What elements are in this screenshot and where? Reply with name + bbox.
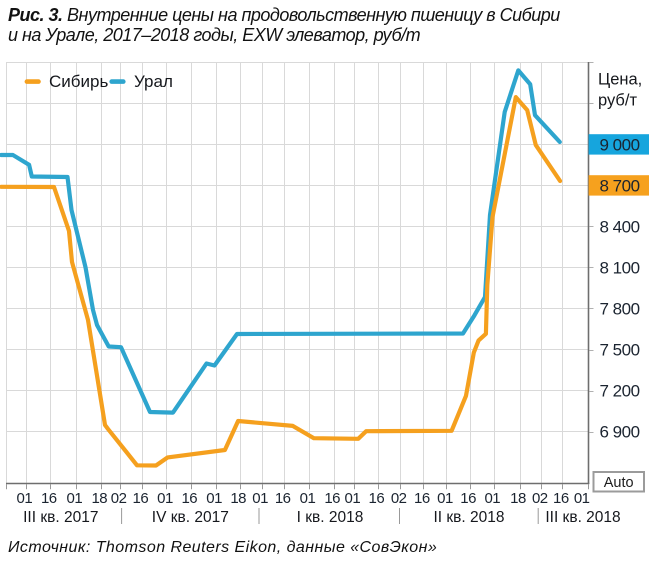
svg-text:16: 16	[133, 490, 149, 507]
svg-text:01: 01	[157, 490, 173, 507]
svg-text:02: 02	[391, 490, 407, 507]
svg-text:Auto: Auto	[604, 475, 634, 491]
svg-text:01: 01	[206, 490, 222, 507]
svg-text:18: 18	[510, 490, 526, 507]
svg-text:9 000: 9 000	[600, 136, 640, 155]
svg-text:02: 02	[532, 490, 548, 507]
svg-text:Урал: Урал	[134, 72, 173, 91]
svg-text:16: 16	[553, 490, 569, 507]
svg-text:02: 02	[111, 490, 127, 507]
svg-text:16: 16	[414, 490, 430, 507]
svg-text:16: 16	[460, 490, 476, 507]
svg-text:7 500: 7 500	[600, 341, 640, 360]
svg-text:7 800: 7 800	[600, 300, 640, 319]
svg-text:16: 16	[324, 490, 340, 507]
svg-text:01: 01	[300, 490, 316, 507]
svg-text:16: 16	[181, 490, 197, 507]
svg-text:Сибирь: Сибирь	[49, 72, 108, 91]
svg-text:16: 16	[275, 490, 291, 507]
svg-text:6 900: 6 900	[600, 423, 640, 442]
svg-text:руб/т: руб/т	[598, 92, 637, 110]
svg-text:18: 18	[91, 490, 107, 507]
svg-text:01: 01	[345, 490, 361, 507]
svg-text:8 700: 8 700	[600, 177, 640, 196]
svg-text:16: 16	[41, 490, 57, 507]
svg-text:01: 01	[574, 490, 590, 507]
svg-text:01: 01	[252, 490, 268, 507]
svg-text:18: 18	[230, 490, 246, 507]
svg-text:Цена,: Цена,	[598, 71, 642, 89]
svg-text:IV кв. 2017: IV кв. 2017	[152, 509, 229, 526]
svg-text:16: 16	[369, 490, 385, 507]
svg-text:01: 01	[17, 490, 33, 507]
svg-text:01: 01	[67, 490, 83, 507]
svg-text:II кв. 2018: II кв. 2018	[433, 509, 504, 526]
svg-text:01: 01	[484, 490, 500, 507]
svg-text:I кв. 2018: I кв. 2018	[297, 509, 364, 526]
svg-text:7 200: 7 200	[600, 382, 640, 401]
svg-text:8 400: 8 400	[600, 218, 640, 237]
svg-text:01: 01	[437, 490, 453, 507]
svg-text:III кв. 2017: III кв. 2017	[23, 509, 98, 526]
svg-text:III кв. 2018: III кв. 2018	[545, 509, 620, 526]
svg-text:8 100: 8 100	[600, 259, 640, 278]
